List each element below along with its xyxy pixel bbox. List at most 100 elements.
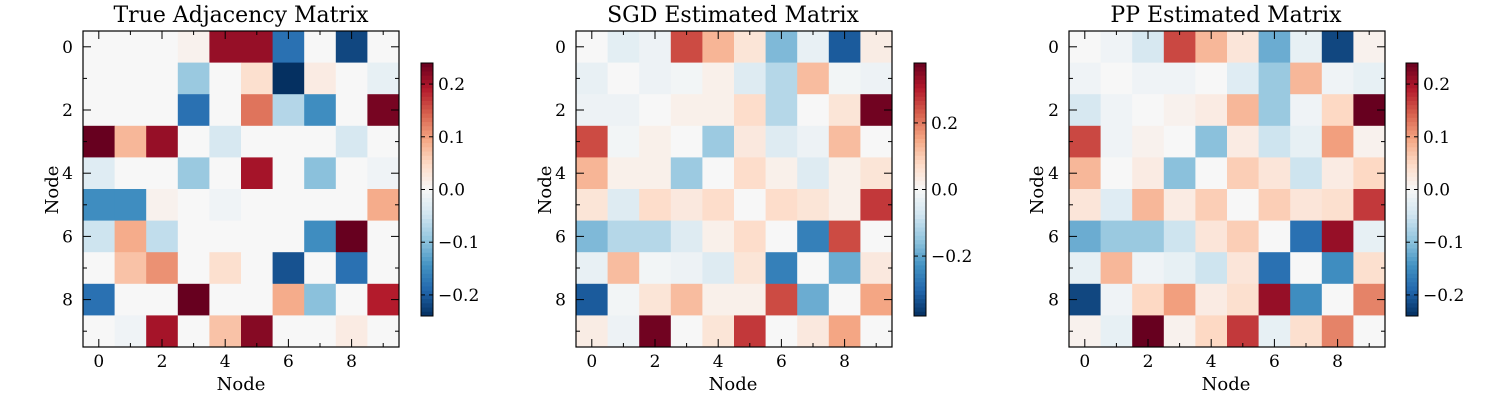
- heatmap-cell-r3-c0: [1069, 125, 1101, 158]
- colorbar-slice: [421, 214, 433, 220]
- colorbar-tick-label: −0.1: [1423, 233, 1464, 253]
- heatmap-cell-r2-c6: [765, 94, 798, 127]
- heatmap-cell-r6-c6: [1258, 220, 1291, 253]
- heatmap-cell-r8-c7: [797, 283, 830, 316]
- colorbar-slice: [914, 227, 926, 233]
- heatmap-cell-r8-c3: [177, 283, 210, 316]
- colorbar-slice: [1406, 202, 1418, 207]
- colorbar-slice: [421, 299, 433, 304]
- heatmap-cell-r0-c1: [114, 31, 147, 63]
- colorbar-slice: [1406, 109, 1418, 115]
- heatmap-cell-r1-c5: [241, 62, 273, 95]
- heatmap-cell-r9-c3: [177, 315, 210, 348]
- heatmap-cell-r8-c1: [114, 283, 147, 316]
- heatmap-cell-r1-c0: [576, 62, 608, 95]
- y-axis-label: Node: [1027, 166, 1048, 215]
- y-tick-label: 0: [62, 38, 73, 58]
- heatmap-cell-r7-c9: [1353, 252, 1386, 285]
- heatmap-cell-r9-c7: [304, 315, 337, 348]
- colorbar-slice: [1406, 67, 1418, 72]
- colorbar-slice: [1406, 71, 1418, 77]
- heatmap-cell-r1-c5: [1227, 62, 1259, 95]
- heatmap-cell-r6-c3: [670, 220, 703, 253]
- colorbar-slice: [1406, 100, 1418, 106]
- chart-title: SGD Estimated Matrix: [607, 3, 859, 28]
- heatmap-cell-r4-c6: [272, 157, 305, 190]
- colorbar-slice: [914, 202, 926, 207]
- heatmap-cell-r1-c1: [114, 62, 147, 95]
- heatmap-cell-r2-c6: [1258, 94, 1291, 127]
- y-tick-label: 8: [62, 291, 73, 311]
- heatmap-cell-r7-c1: [1100, 252, 1133, 285]
- colorbar-slice: [914, 231, 926, 237]
- heatmap-cell-r5-c8: [1321, 189, 1354, 221]
- y-tick-label: 6: [555, 227, 566, 247]
- heatmap-cell-r1-c6: [765, 62, 798, 95]
- heatmap-cell-r9-c1: [1100, 315, 1133, 348]
- heatmap-cell-r2-c7: [797, 94, 830, 127]
- colorbar-slice: [1406, 269, 1418, 275]
- heatmap-cell-r5-c2: [639, 189, 672, 221]
- heatmap-cell-r6-c5: [241, 220, 273, 253]
- colorbar-slice: [1406, 303, 1418, 309]
- colorbar-slice: [1406, 96, 1418, 102]
- colorbar-slice: [914, 126, 926, 131]
- heatmap-cell-r7-c8: [335, 252, 368, 285]
- colorbar-slice: [914, 88, 926, 94]
- colorbar-slice: [1406, 113, 1418, 119]
- heatmap-cell-r5-c6: [1258, 189, 1291, 221]
- heatmap-cell-r2-c7: [304, 94, 337, 127]
- colorbar-slice: [421, 164, 433, 169]
- colorbar-slice: [914, 155, 926, 161]
- heatmap-cell-r9-c3: [670, 315, 703, 348]
- heatmap-cell-r1-c9: [1353, 62, 1386, 95]
- colorbar-slice: [1406, 147, 1418, 153]
- colorbar-slice: [421, 176, 433, 182]
- heatmap-cell-r8-c4: [209, 283, 242, 316]
- heatmap-cell-r9-c9: [860, 315, 893, 348]
- colorbar-slice: [421, 113, 433, 119]
- heatmap-cell-r6-c2: [146, 220, 179, 253]
- heatmap-cell-r4-c8: [828, 157, 861, 190]
- colorbar-slice: [914, 134, 926, 140]
- colorbar-slice: [421, 143, 433, 148]
- heatmap-cell-r3-c0: [83, 125, 115, 158]
- heatmap-cell-r4-c1: [1100, 157, 1133, 190]
- colorbar-slice: [914, 244, 926, 250]
- heatmap-cell-r2-c3: [670, 94, 703, 127]
- colorbar-slice: [1406, 231, 1418, 237]
- heatmap-cell-r7-c3: [177, 252, 210, 285]
- heatmap-cell-r8-c6: [765, 283, 798, 316]
- heatmap-cell-r0-c5: [734, 31, 766, 63]
- y-tick-label: 8: [1048, 291, 1059, 311]
- x-tick-label: 4: [713, 352, 724, 372]
- heatmap-cell-r5-c0: [576, 189, 608, 221]
- heatmap-cell-r1-c4: [702, 62, 735, 95]
- x-tick-label: 4: [220, 352, 231, 372]
- heatmap-cell-r4-c7: [797, 157, 830, 190]
- heatmap-cell-r1-c7: [797, 62, 830, 95]
- heatmap-cell-r7-c5: [1227, 252, 1259, 285]
- x-tick-label: 6: [776, 352, 787, 372]
- colorbar-slice: [1406, 181, 1418, 186]
- heatmap-cell-r9-c5: [241, 315, 273, 348]
- heatmap-cell-r2-c3: [177, 94, 210, 127]
- heatmap-cell-r7-c0: [1069, 252, 1101, 285]
- heatmap-cell-r5-c4: [209, 189, 242, 221]
- colorbar-slice: [421, 105, 433, 110]
- y-tick-label: 2: [1048, 101, 1059, 121]
- heatmap-cell-r7-c6: [1258, 252, 1291, 285]
- colorbar-slice: [421, 278, 433, 283]
- heatmap-cell-r0-c3: [1163, 31, 1196, 63]
- colorbar-slice: [914, 92, 926, 98]
- colorbar-slice: [421, 231, 433, 237]
- heatmap-cell-r7-c2: [146, 252, 179, 285]
- x-tick-label: 6: [283, 352, 294, 372]
- colorbar-slice: [914, 240, 926, 245]
- colorbar-slice: [914, 286, 926, 292]
- heatmap-cell-r3-c9: [860, 125, 893, 158]
- heatmap-cell-r3-c1: [1100, 125, 1133, 158]
- heatmap-cell-r5-c8: [828, 189, 861, 221]
- heatmap-cell-r7-c7: [1290, 252, 1323, 285]
